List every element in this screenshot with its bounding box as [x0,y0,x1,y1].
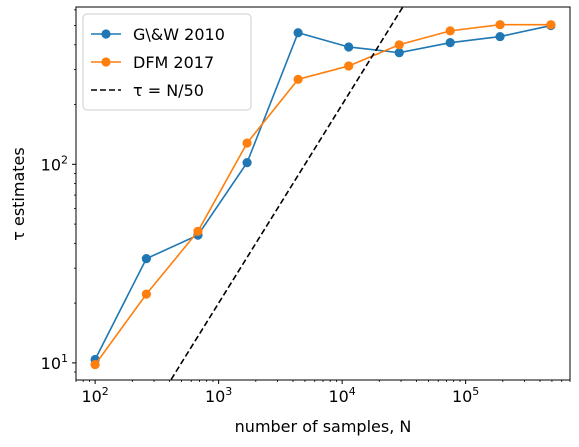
x-axis-label: number of samples, N [235,417,412,436]
y-axis-ticks: 101 102 [41,9,76,373]
y-axis-label: τ estimates [9,147,28,240]
data-point-0-6 [394,48,404,58]
x-axis-ticks: 102 103 104 105 [75,380,571,406]
data-point-0-1 [141,254,151,264]
legend-marker-1 [101,57,111,67]
series-line-1 [94,23,551,366]
legend-box [82,13,252,111]
data-point-1-8 [495,20,505,30]
legend-label-0: G\&W 2010 [133,25,225,44]
data-point-0-8 [495,31,505,42]
legend-label-2: τ = N/50 [133,81,204,100]
x-tick-label: 105 [452,385,479,406]
series-layer [90,7,556,380]
data-point-1-4 [293,74,303,84]
data-point-0-5 [344,42,354,52]
legend-marker-0 [101,29,111,39]
data-point-0-4 [293,28,303,38]
x-tick-label: 104 [328,385,355,406]
legend: G\&W 2010 DFM 2017 τ = N/50 [82,13,252,111]
data-point-1-3 [242,138,252,148]
x-tick-label: 103 [205,385,232,406]
series-line-0 [94,24,552,360]
y-tick-label: 101 [41,352,68,373]
data-point-1-6 [394,40,404,50]
data-point-0-3 [242,158,252,168]
data-point-1-9 [546,20,556,30]
data-point-1-7 [445,26,455,36]
data-point-1-2 [193,226,203,236]
y-tick-label: 102 [41,153,68,174]
data-point-1-5 [344,61,354,71]
x-tick-label: 102 [81,385,108,406]
series-line-2 [169,7,404,380]
data-point-0-7 [445,38,455,48]
data-point-1-0 [90,360,100,370]
legend-label-1: DFM 2017 [133,53,214,72]
data-point-1-1 [141,289,151,299]
